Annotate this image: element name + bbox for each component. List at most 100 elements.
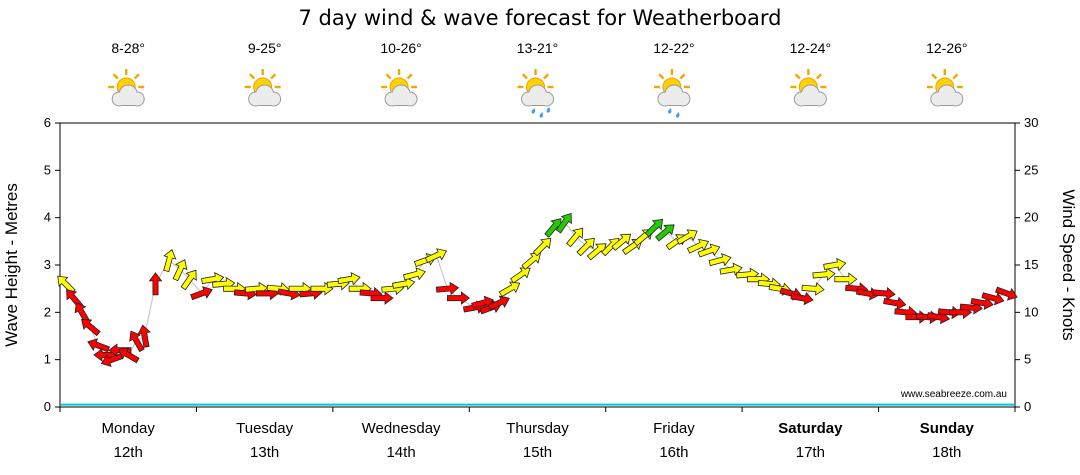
date-label-14th: 14th bbox=[386, 444, 415, 461]
wind-arrow bbox=[81, 319, 101, 337]
wind-arrow bbox=[801, 282, 825, 296]
cloud-body bbox=[801, 97, 820, 105]
wind-arrow bbox=[172, 259, 188, 282]
wind-arrow bbox=[510, 267, 531, 284]
right-axis-tick-label: 20 bbox=[1024, 210, 1038, 225]
raindrop-icon bbox=[676, 112, 680, 118]
partly-cloudy-icon bbox=[790, 69, 827, 107]
wind-arrow bbox=[555, 212, 572, 234]
wind-arrow bbox=[370, 291, 394, 305]
temp-range-label: 12-22° bbox=[653, 40, 694, 56]
day-label-wednesday: Wednesday bbox=[362, 420, 441, 437]
wind-arrow bbox=[402, 267, 426, 281]
sun-ray bbox=[521, 73, 528, 80]
date-label-16th: 16th bbox=[659, 444, 688, 461]
cloud-body bbox=[119, 97, 138, 105]
day-label-tuesday: Tuesday bbox=[236, 420, 293, 437]
partly-cloudy-rain-icon bbox=[653, 69, 691, 118]
right-axis-tick-label: 0 bbox=[1024, 399, 1031, 414]
wind-arrow bbox=[708, 253, 732, 267]
sun-ray bbox=[931, 73, 938, 80]
wind-arrow bbox=[337, 272, 361, 286]
date-label-13th: 13th bbox=[250, 444, 279, 461]
cloud-body bbox=[255, 97, 274, 105]
sun-ray bbox=[406, 73, 413, 80]
watermark: www.seabreeze.com.au bbox=[900, 389, 1007, 400]
left-axis-tick-label: 5 bbox=[44, 162, 51, 177]
wind-arrow bbox=[163, 249, 177, 273]
wind-arrow bbox=[87, 338, 110, 353]
date-label-17th: 17th bbox=[796, 444, 825, 461]
wind-arrow bbox=[435, 281, 460, 296]
wind-arrow bbox=[446, 291, 471, 305]
temp-range-label: 10-26° bbox=[380, 40, 421, 56]
raindrop-icon bbox=[668, 108, 672, 114]
sun-ray bbox=[385, 73, 392, 80]
cloud-body bbox=[528, 97, 547, 105]
sun-ray bbox=[270, 73, 277, 80]
raindrop-icon bbox=[539, 112, 544, 118]
wind-arrow bbox=[576, 237, 595, 257]
right-axis-tick-label: 30 bbox=[1024, 115, 1038, 130]
sun-ray bbox=[815, 73, 822, 80]
wind-arrow bbox=[521, 252, 541, 270]
sun-ray bbox=[249, 73, 256, 80]
wind-arrow bbox=[118, 347, 140, 364]
left-axis-tick-label: 1 bbox=[44, 352, 51, 367]
partly-cloudy-icon bbox=[381, 69, 418, 107]
day-label-thursday: Thursday bbox=[506, 420, 569, 437]
wind-arrow bbox=[148, 272, 163, 296]
partly-cloudy-rain-icon bbox=[517, 69, 554, 118]
sun-ray bbox=[679, 73, 686, 80]
temp-range-label: 9-25° bbox=[248, 40, 282, 56]
wind-arrow bbox=[719, 262, 743, 276]
date-label-18th: 18th bbox=[932, 444, 961, 461]
right-axis-tick-label: 25 bbox=[1024, 162, 1038, 177]
cloud-body bbox=[937, 97, 956, 105]
wind-arrow bbox=[823, 257, 847, 272]
wind-arrow bbox=[190, 286, 213, 301]
day-label-monday: Monday bbox=[102, 420, 156, 437]
date-label-12th: 12th bbox=[114, 444, 143, 461]
temp-range-label: 12-24° bbox=[790, 40, 831, 56]
sun-ray bbox=[112, 73, 119, 80]
right-axis-tick-label: 10 bbox=[1024, 304, 1038, 319]
wind-arrow bbox=[981, 292, 1005, 306]
wind-arrow bbox=[697, 243, 721, 258]
partly-cloudy-icon bbox=[108, 69, 145, 107]
wind-arrow bbox=[487, 295, 510, 311]
wind-arrow bbox=[834, 272, 858, 287]
wind-arrow bbox=[655, 224, 675, 242]
date-label-15th: 15th bbox=[523, 444, 552, 461]
wind-arrow bbox=[137, 324, 151, 348]
sun-ray bbox=[952, 73, 959, 80]
right-axis-title: Wind Speed - Knots bbox=[1059, 189, 1078, 340]
wind-arrow bbox=[129, 330, 145, 353]
wind-arrow bbox=[644, 218, 664, 238]
wind-arrow bbox=[424, 248, 448, 264]
left-axis-tick-label: 3 bbox=[44, 257, 51, 272]
sun-ray bbox=[794, 73, 801, 80]
wind-arrow bbox=[995, 286, 1018, 301]
day-label-saturday: Saturday bbox=[778, 420, 843, 437]
partly-cloudy-icon bbox=[244, 69, 282, 107]
left-axis-title: Wave Height - Metres bbox=[2, 183, 21, 347]
raindrop-icon bbox=[546, 107, 551, 113]
sun-ray bbox=[133, 73, 140, 80]
partly-cloudy-icon bbox=[926, 69, 964, 107]
day-label-sunday: Sunday bbox=[920, 420, 975, 437]
right-axis-tick-label: 5 bbox=[1024, 352, 1031, 367]
page-title: 7 day wind & wave forecast for Weatherbo… bbox=[298, 6, 782, 30]
sun-ray bbox=[543, 73, 550, 80]
wind-arrow bbox=[180, 269, 197, 291]
wind-arrow bbox=[566, 227, 584, 248]
wind-arrow bbox=[532, 237, 552, 257]
wind-arrow bbox=[498, 281, 521, 297]
day-label-friday: Friday bbox=[653, 420, 695, 437]
plot-border bbox=[59, 122, 1016, 408]
wind-arrow bbox=[611, 233, 632, 251]
left-axis-tick-label: 0 bbox=[44, 399, 51, 414]
right-axis-tick-label: 15 bbox=[1024, 257, 1038, 272]
